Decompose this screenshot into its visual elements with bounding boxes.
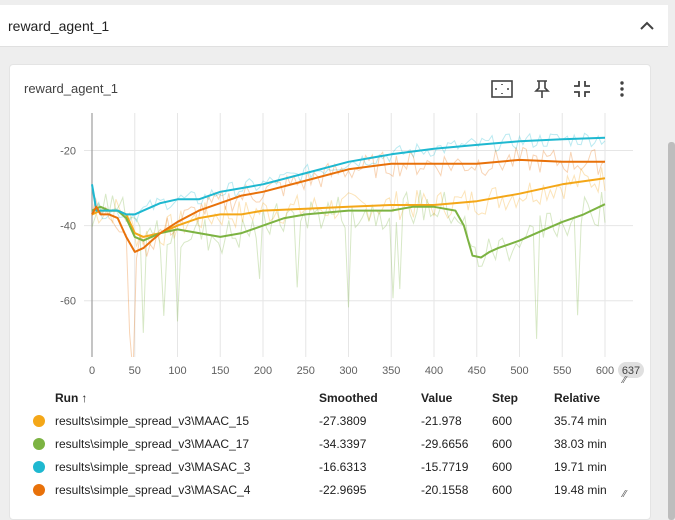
step-column-header[interactable]: Step [492,391,519,405]
run-color-dot[interactable] [33,483,45,496]
x-tick-label: 200 [254,365,272,377]
fullscreen-exit-icon [574,81,590,97]
collapse-button[interactable] [634,13,660,39]
chevron-up-icon [640,21,654,30]
fit-domain-icon [491,80,513,98]
card-toolbar [488,77,636,101]
smoothed-series-line [91,158,605,253]
x-tick-label: 50 [129,365,141,377]
resize-handle-icon[interactable]: ⁄⁄ [623,375,627,386]
x-tick-label: 500 [510,365,528,377]
table-row[interactable]: results\simple_spread_v3\MAAC_15 -27.3809… [24,409,634,432]
smoothed-column-header[interactable]: Smoothed [319,391,378,405]
x-tick-label: 600 [596,365,614,377]
x-max-badge [618,362,644,378]
smoothed-cell: -22.9695 [319,482,367,497]
x-tick-label: 350 [382,365,400,377]
smoothed-series-line [91,136,606,216]
run-color-dot[interactable] [33,414,45,427]
sort-up-icon: ↑ [81,391,88,405]
table-row[interactable]: results\simple_spread_v3\MASAC_3 -16.6313… [24,455,634,478]
fit-domain-button[interactable] [488,77,516,101]
chart-card: -20 -40 -60 0 50 100 150 200 250 300 350 400 450 500 5… [9,64,651,520]
table-header: Run ↑ Smoothed Value Step Relative [24,387,634,409]
table-resize-handle-icon[interactable]: ⁄⁄ [623,489,627,500]
value-cell: -21.978 [421,413,462,428]
x-tick-label: 400 [425,365,443,377]
relative-cell: 35.74 min [554,413,607,428]
smoothed-cell: -27.3809 [319,413,367,428]
pin-icon [534,80,550,98]
run-column-header[interactable]: Run ↑ [55,391,88,405]
value-cell: -15.7719 [421,459,469,474]
run-cell: results\simple_spread_v3\MAAC_15 [24,414,319,428]
value-cell: -20.1558 [421,482,469,497]
x-tick-label: 550 [553,365,571,377]
relative-column-header[interactable]: Relative [554,391,601,405]
more-options-button[interactable] [608,77,636,101]
step-cell: 600 [492,436,513,451]
pin-button[interactable] [528,77,556,101]
run-name: results\simple_spread_v3\MASAC_4 [55,482,251,497]
smoothed-series-line [91,203,606,259]
section-header: reward_agent_1 [0,5,668,47]
smoothed-cell: -34.3397 [319,436,367,451]
run-color-dot[interactable] [33,460,45,473]
raw-series-line [91,189,606,339]
table-row[interactable]: results\simple_spread_v3\MASAC_4 -22.9695… [24,478,634,501]
x-tick-label: 450 [468,365,486,377]
line-chart[interactable]: -20 -40 -60 0 50 100 150 200 250 300 350 400 450 500 5… [10,65,652,385]
step-cell: 600 [492,482,513,497]
collapse-view-button[interactable] [568,77,596,101]
run-cell: results\simple_spread_v3\MASAC_4 [24,483,319,497]
more-vert-icon [620,81,624,97]
run-cell: results\simple_spread_v3\MAAC_17 [24,437,319,451]
x-tick-label: 300 [339,365,357,377]
run-color-dot[interactable] [33,437,45,450]
x-tick-label: 150 [211,365,229,377]
step-cell: 600 [492,459,513,474]
relative-cell: 19.71 min [554,459,607,474]
runs-table: Run ↑ Smoothed Value Step Relative resul… [24,387,634,501]
y-tick-label: -60 [60,296,76,308]
x-tick-label: 0 [89,365,95,377]
table-row[interactable]: results\simple_spread_v3\MAAC_17 -34.3397… [24,432,634,455]
value-cell: -29.6656 [421,436,469,451]
smoothed-cell: -16.6313 [319,459,367,474]
run-name: results\simple_spread_v3\MASAC_3 [55,459,251,474]
table-body: results\simple_spread_v3\MAAC_15 -27.3809… [24,409,634,501]
card-title: reward_agent_1 [24,81,118,96]
section-title: reward_agent_1 [8,17,110,34]
x-max-label: 637 [622,365,640,377]
relative-cell: 19.48 min [554,482,607,497]
run-cell: results\simple_spread_v3\MASAC_3 [24,460,319,474]
scrollbar[interactable] [668,142,675,520]
value-column-header[interactable]: Value [421,391,453,405]
y-tick-label: -20 [60,146,76,158]
run-name: results\simple_spread_v3\MAAC_15 [55,413,250,428]
relative-cell: 38.03 min [554,436,607,451]
run-name: results\simple_spread_v3\MAAC_17 [55,436,250,451]
y-tick-label: -40 [60,221,76,233]
step-cell: 600 [492,413,513,428]
x-tick-label: 100 [168,365,186,377]
raw-series-line [91,167,606,247]
x-tick-label: 250 [297,365,315,377]
